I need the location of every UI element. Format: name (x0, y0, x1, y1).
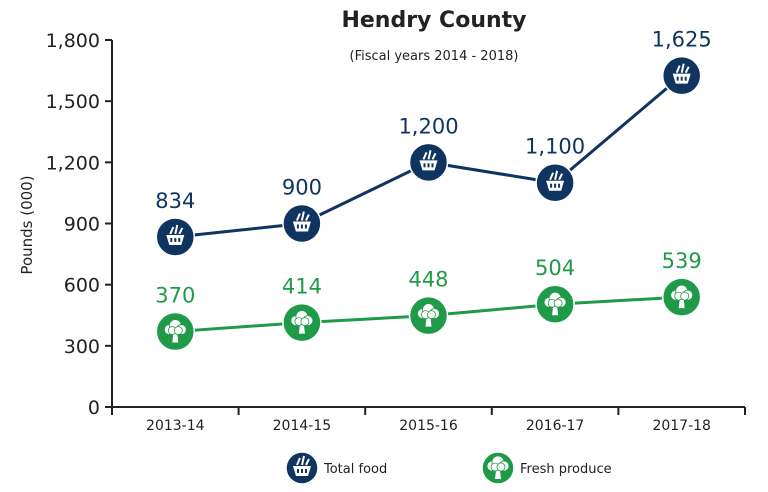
chart-title: Hendry County (341, 8, 526, 33)
x-tick-label: 2014-15 (273, 418, 332, 434)
data-label: 504 (535, 256, 575, 280)
basket-icon (293, 455, 311, 476)
y-tick-label: 1,800 (46, 30, 100, 52)
x-tick-label: 2015-16 (399, 418, 458, 434)
legend-item: Total food (285, 451, 387, 485)
data-label: 370 (155, 284, 195, 308)
data-label: 1,100 (525, 135, 585, 159)
broccoli-icon (543, 291, 567, 316)
data-label: 1,200 (398, 114, 458, 138)
y-tick-label: 300 (64, 336, 100, 358)
y-tick-label: 0 (88, 397, 100, 419)
x-tick-label: 2013-14 (146, 418, 205, 434)
basket-icon (419, 150, 438, 171)
legend-item: Fresh produce (481, 451, 612, 485)
data-label: 539 (662, 249, 702, 273)
y-tick-label: 600 (64, 275, 100, 297)
broccoli-icon (290, 310, 314, 334)
broccoli-icon (486, 455, 510, 479)
legend-label: Total food (323, 462, 387, 477)
chart-subtitle: (Fiscal years 2014 - 2018) (350, 49, 519, 64)
broccoli-icon (670, 284, 694, 309)
y-tick-label: 1,200 (46, 152, 100, 174)
data-label: 448 (408, 268, 448, 292)
data-label: 1,625 (652, 28, 712, 52)
series-fresh-produce: 370 414 448 504 539 (155, 249, 702, 352)
x-tick-label: 2016-17 (526, 418, 585, 434)
legend-label: Fresh produce (520, 462, 612, 477)
data-label: 834 (155, 189, 195, 213)
basket-icon (166, 224, 185, 245)
series-total-food: 834 900 1,200 1,100 1,625 (155, 28, 712, 257)
broccoli-icon (163, 319, 187, 343)
basket-icon (292, 211, 311, 232)
y-tick-label: 900 (64, 214, 100, 236)
y-tick-label: 1,500 (46, 91, 100, 113)
broccoli-icon (417, 303, 440, 327)
x-tick-label: 2017-18 (652, 418, 711, 434)
basket-icon (672, 63, 691, 84)
basket-icon (546, 170, 565, 191)
y-axis-label: Pounds (000) (18, 175, 36, 274)
data-label: 900 (282, 176, 322, 200)
data-label: 414 (282, 275, 322, 299)
